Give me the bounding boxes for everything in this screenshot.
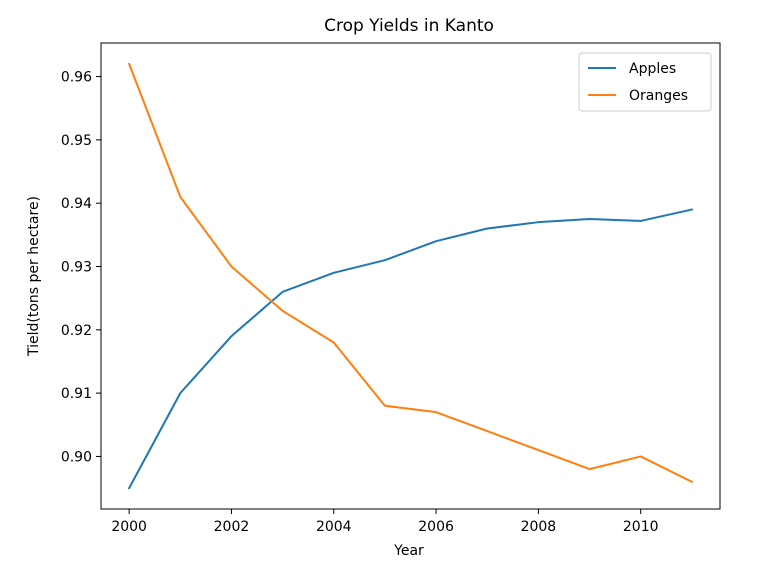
x-tick-label: 2008 [521,519,557,535]
plot-frame [100,42,721,510]
y-tick-label: 0.92 [61,323,92,339]
y-tick-label: 0.91 [61,386,92,402]
x-tick-label: 2006 [418,519,454,535]
x-axis-label: Year [393,543,424,559]
y-tick-label: 0.90 [61,449,92,465]
x-tick-label: 2010 [623,519,659,535]
y-axis: 0.90 0.91 0.92 0.93 0.94 0.95 0.96 [61,70,101,465]
x-axis: 2000 2002 2004 2006 2008 2010 [111,509,659,535]
chart-title: Crop Yields in Kanto [324,16,494,36]
series-line-apples [127,208,694,490]
y-tick-label: 0.93 [61,260,92,276]
y-tick-label: 0.94 [61,196,92,212]
legend-label-oranges: Oranges [629,88,688,104]
legend: Apples Oranges [578,52,712,112]
y-tick-label: 0.96 [61,70,92,86]
y-axis-label: Tield(tons per hectare) [26,196,42,357]
y-tick-label: 0.95 [61,133,92,149]
x-tick-label: 2000 [111,519,147,535]
series-lines [127,62,694,490]
legend-label-apples: Apples [629,61,676,77]
series-line-oranges [127,62,694,484]
x-tick-label: 2004 [316,519,352,535]
x-tick-label: 2002 [214,519,250,535]
